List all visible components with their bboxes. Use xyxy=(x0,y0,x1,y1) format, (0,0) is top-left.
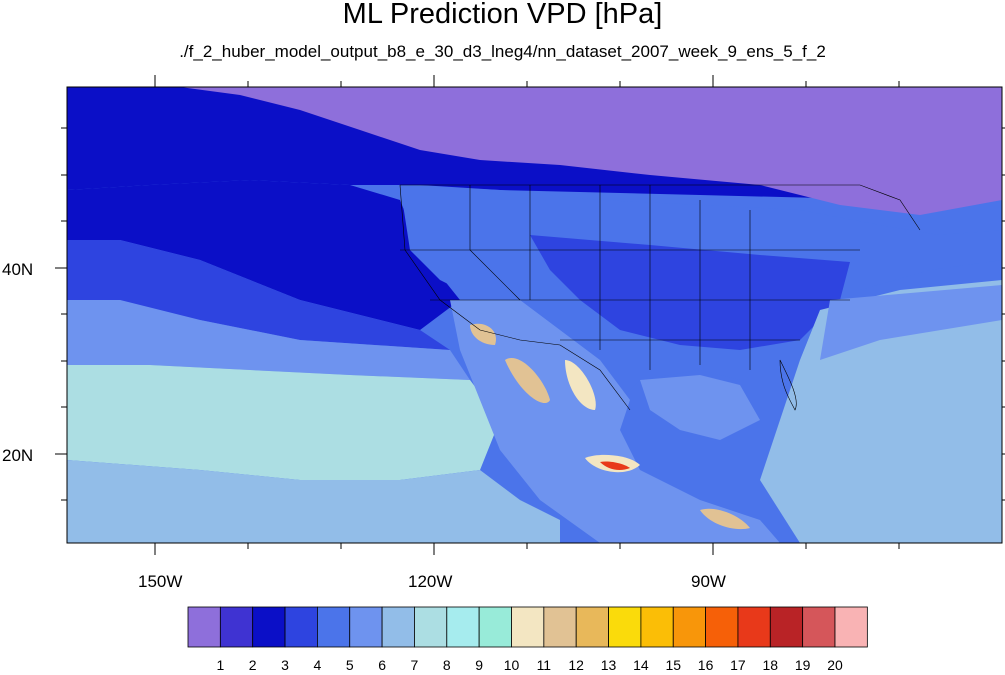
colorbar-label: 17 xyxy=(730,657,746,673)
colorbar-label: 11 xyxy=(536,657,552,673)
border-canada-us xyxy=(400,184,921,231)
map-field xyxy=(67,87,1002,543)
field-atlantic-mid xyxy=(820,285,1002,360)
map-frame xyxy=(66,86,1003,544)
border-states-vertical xyxy=(529,185,751,370)
map-title: ML Prediction VPD [hPa] xyxy=(342,0,663,30)
colorbar-label: 2 xyxy=(248,657,257,673)
colorbar-swatch xyxy=(511,606,545,648)
colorbar-swatch xyxy=(737,606,771,648)
field-band-mid1 xyxy=(67,240,450,350)
hotspot-baja xyxy=(505,358,550,404)
colorbar-label: 15 xyxy=(665,657,682,673)
colorbar-label: 9 xyxy=(475,657,484,673)
field-gulf xyxy=(640,375,760,440)
colorbar-swatch xyxy=(219,606,254,648)
colorbar-label: 14 xyxy=(633,657,649,673)
colorbar-label: 1 xyxy=(216,657,225,673)
colorbar-label: 10 xyxy=(503,657,520,673)
colorbar-swatch xyxy=(672,606,706,648)
border-states-horizontal xyxy=(400,249,860,341)
colorbar-swatch xyxy=(640,606,674,648)
field-band-deep xyxy=(67,180,460,330)
map-subtitle: ./f_2_huber_model_output_b8_e_30_d3_lneg… xyxy=(179,42,826,61)
hotspot-guatemala xyxy=(700,508,750,530)
land-canada xyxy=(180,87,1002,215)
land-mexico xyxy=(450,300,780,543)
field-band-trop1 xyxy=(67,365,500,480)
lon-label-90w: 90W xyxy=(691,572,726,591)
colorbar-swatch xyxy=(769,606,804,648)
colorbar-label: 5 xyxy=(345,657,354,673)
colorbar-label: 16 xyxy=(697,657,714,673)
colorbar-label: 8 xyxy=(442,657,451,673)
colorbar-swatch xyxy=(705,606,739,648)
colorbar xyxy=(187,606,868,648)
axis-ticks xyxy=(55,75,1005,555)
land-usa-interior xyxy=(530,235,850,350)
colorbar-label: 13 xyxy=(600,657,617,673)
colorbar-label: 20 xyxy=(827,657,843,673)
border-florida xyxy=(779,359,797,411)
colorbar-swatch xyxy=(414,606,448,648)
colorbar-swatch xyxy=(543,606,577,648)
field-band-trop2 xyxy=(67,460,560,543)
political-borders xyxy=(399,184,921,411)
border-us-mexico xyxy=(399,184,631,411)
colorbar-swatch xyxy=(478,606,512,648)
colorbar-label: 4 xyxy=(313,657,322,673)
hotspot-desert xyxy=(470,323,496,345)
colorbar-swatch xyxy=(802,606,836,648)
lon-label-120w: 120W xyxy=(408,572,453,591)
hotspot-core xyxy=(600,461,630,470)
colorbar-swatch xyxy=(381,606,415,648)
colorbar-label: 3 xyxy=(281,657,289,673)
colorbar-label: 6 xyxy=(378,657,386,673)
colorbar-swatch xyxy=(608,606,642,648)
hotspot-sierra xyxy=(565,360,596,410)
colorbar-swatch xyxy=(446,606,480,648)
colorbar-swatch xyxy=(575,606,609,648)
colorbar-swatch xyxy=(284,606,318,648)
colorbar-swatch xyxy=(349,606,383,648)
colorbar-swatch xyxy=(834,606,868,648)
colorbar-label: 12 xyxy=(568,657,584,673)
lat-label-20n: 20N xyxy=(2,446,34,465)
colorbar-swatch xyxy=(187,606,221,648)
colorbar-swatch xyxy=(316,606,351,648)
lon-label-150w: 150W xyxy=(138,572,183,591)
lat-label-40n: 40N xyxy=(2,260,34,279)
colorbar-label: 7 xyxy=(410,657,419,673)
colorbar-label: 18 xyxy=(762,657,779,673)
field-band-mid2 xyxy=(67,300,470,380)
colorbar-swatch xyxy=(252,606,286,648)
colorbar-label: 19 xyxy=(794,657,811,673)
field-atlantic xyxy=(760,280,1002,543)
